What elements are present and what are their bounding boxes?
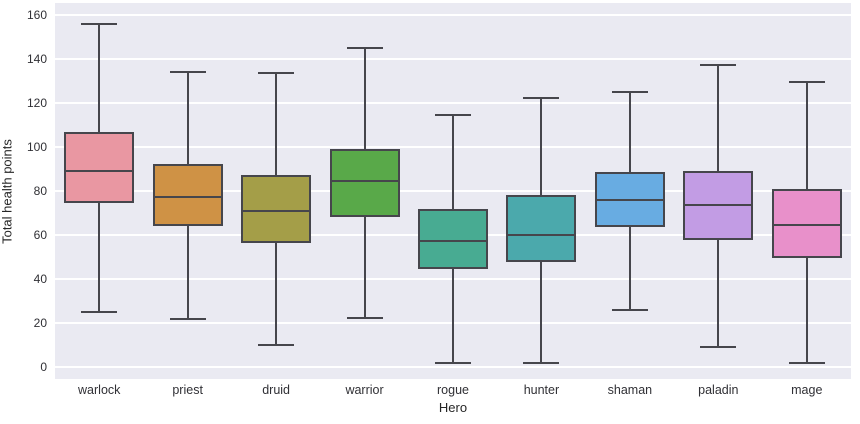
whisker-cap-max-paladin	[700, 63, 737, 66]
iqr-box-mage	[771, 188, 842, 259]
iqr-box-druid	[241, 174, 312, 243]
median-line-warrior	[329, 180, 400, 183]
median-line-mage	[771, 224, 842, 227]
box-warrior	[55, 3, 851, 379]
x-axis-label: Hero	[438, 400, 468, 415]
box-warlock	[55, 3, 851, 379]
median-line-priest	[152, 195, 223, 198]
whisker-cap-min-warlock	[81, 311, 118, 313]
x-tick-label-paladin: paladin	[698, 383, 739, 397]
median-line-shaman	[594, 198, 665, 201]
x-tick-label-shaman: shaman	[607, 383, 653, 397]
box-shaman	[55, 3, 851, 379]
whisker-cap-max-mage	[788, 81, 825, 84]
median-line-hunter	[506, 234, 577, 236]
box-paladin	[55, 3, 851, 379]
box-rogue	[55, 3, 851, 379]
whisker-cap-max-shaman	[611, 91, 648, 93]
y-tick-label-20: 20	[33, 316, 47, 330]
x-tick-label-priest: priest	[172, 383, 203, 397]
whisker-cap-max-warrior	[346, 47, 383, 49]
iqr-box-warlock	[64, 131, 135, 204]
median-line-paladin	[683, 204, 754, 207]
y-tick-label-80: 80	[33, 184, 47, 198]
whisker-cap-min-rogue	[435, 361, 471, 364]
iqr-box-hunter	[506, 195, 577, 263]
iqr-box-rogue	[418, 208, 488, 270]
whisker-cap-max-warlock	[81, 22, 118, 25]
whisker-cap-max-rogue	[435, 114, 471, 117]
whisker-cap-max-hunter	[523, 96, 560, 99]
y-axis-label: Total health points	[0, 139, 15, 244]
x-tick-label-druid: druid	[262, 383, 290, 397]
median-line-druid	[241, 209, 312, 212]
whisker-cap-min-mage	[788, 361, 825, 364]
y-tick-label-60: 60	[33, 228, 47, 242]
box-priest	[55, 3, 851, 379]
whisker-cap-min-druid	[258, 344, 295, 346]
plot-area	[55, 3, 851, 379]
box-druid	[55, 3, 851, 379]
whisker-cap-min-hunter	[523, 361, 560, 364]
iqr-box-priest	[152, 163, 223, 227]
box-hunter	[55, 3, 851, 379]
median-line-warlock	[64, 170, 135, 173]
y-tick-label-100: 100	[26, 140, 47, 154]
gridline-y-160	[55, 14, 851, 16]
iqr-box-warrior	[329, 149, 400, 218]
box-mage	[55, 3, 851, 379]
x-tick-label-mage: mage	[791, 383, 823, 397]
whisker-cap-min-paladin	[700, 346, 737, 349]
gridline-y-120	[55, 102, 851, 104]
x-tick-label-warlock: warlock	[78, 383, 121, 397]
whisker-cap-min-shaman	[611, 308, 648, 311]
x-tick-label-rogue: rogue	[437, 383, 469, 397]
x-tick-label-warrior: warrior	[345, 383, 384, 397]
whisker-cap-max-druid	[258, 72, 295, 75]
y-tick-label-0: 0	[40, 360, 47, 374]
whisker-cap-max-priest	[169, 71, 206, 74]
whisker-cap-min-priest	[169, 317, 206, 320]
median-line-rogue	[418, 239, 488, 242]
y-tick-label-40: 40	[33, 272, 47, 286]
y-tick-label-160: 160	[26, 8, 47, 22]
y-tick-label-140: 140	[26, 52, 47, 66]
gridline-y-0	[55, 366, 851, 368]
y-tick-label-120: 120	[26, 96, 47, 110]
x-tick-label-hunter: hunter	[523, 383, 560, 397]
whisker-cap-min-warrior	[346, 316, 383, 319]
gridline-y-140	[55, 58, 851, 60]
